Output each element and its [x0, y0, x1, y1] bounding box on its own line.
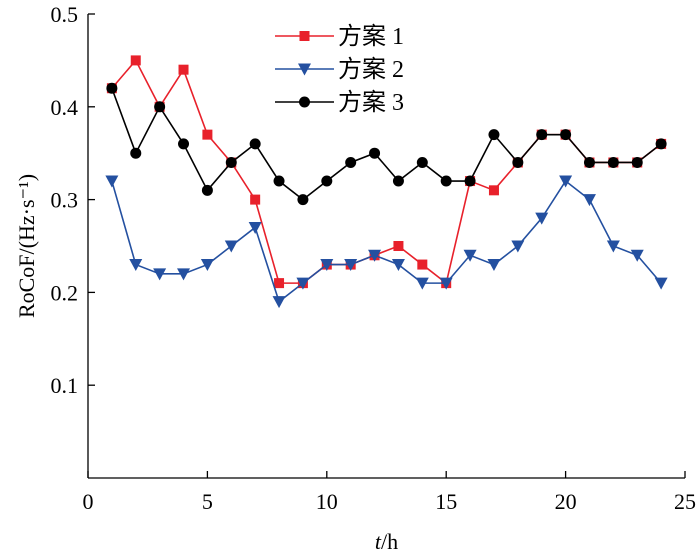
series-3-point	[130, 147, 142, 159]
x-tick-label: 20	[555, 489, 577, 514]
series-3-point	[178, 138, 190, 150]
series-3-point	[464, 175, 476, 187]
legend-item-1: 方案 1	[275, 23, 404, 50]
series-2-point	[129, 259, 143, 272]
x-axis-label-unit: /h	[381, 529, 398, 554]
series-3-point	[225, 156, 237, 168]
series-3-point	[488, 129, 500, 141]
series-2-point	[582, 194, 596, 207]
legend-marker	[299, 96, 310, 108]
series-3-point	[297, 194, 309, 206]
series-2-point	[224, 240, 238, 253]
y-tick-label: 0.2	[51, 280, 79, 305]
series-3-point	[583, 156, 595, 168]
x-axis-label-var: t	[375, 529, 382, 554]
series-3-point	[512, 156, 524, 168]
series-1-point	[250, 194, 261, 205]
x-tick-label: 5	[202, 489, 213, 514]
series-1-point	[488, 185, 499, 196]
legend-marker	[299, 31, 310, 41]
series-2-point	[606, 240, 620, 253]
series-3-point	[655, 138, 667, 150]
series-2-point	[344, 259, 358, 272]
series-2-point	[559, 175, 573, 188]
legend-item-3: 方案 3	[275, 89, 404, 116]
series-3-point	[416, 156, 428, 168]
series-3-point	[440, 175, 452, 187]
x-axis-label: t/h	[375, 529, 398, 554]
series-3-point	[392, 175, 404, 187]
series-3-point	[536, 129, 548, 141]
x-tick-label: 10	[316, 489, 338, 514]
series-3-point	[631, 156, 643, 168]
series-2-point	[463, 249, 477, 262]
series-3-point	[273, 175, 285, 187]
series-1-point	[417, 259, 428, 270]
series-1-point	[178, 64, 189, 75]
series-2-point	[272, 296, 286, 309]
series-2-point	[391, 259, 405, 272]
series-2-point	[439, 277, 453, 290]
series-2-point	[368, 249, 382, 262]
x-tick-label: 0	[83, 489, 94, 514]
y-tick-label: 0.5	[51, 2, 79, 27]
series-2-point	[654, 277, 668, 290]
y-axis-label: RoCoF/(Hz·s⁻¹)	[14, 174, 39, 318]
legend-marker	[298, 63, 311, 76]
series-1-point	[393, 241, 404, 251]
series-3-point	[154, 101, 166, 113]
series-2-point	[296, 277, 310, 290]
series-2-point	[487, 259, 501, 272]
series-3-line	[111, 87, 662, 201]
series-3-point	[560, 129, 572, 141]
x-tick-label: 25	[674, 489, 696, 514]
legend-item-2: 方案 2	[275, 56, 404, 83]
series-2-line	[111, 179, 662, 304]
series-3-point	[345, 156, 357, 168]
legend-label: 方案 1	[338, 23, 404, 50]
series-2-point	[200, 259, 214, 272]
series-1-point	[274, 278, 285, 289]
series-2-point	[535, 212, 549, 225]
series-2-point	[105, 175, 119, 188]
series-1-point	[202, 129, 213, 140]
series-2-point	[320, 259, 334, 272]
series-layer	[105, 55, 668, 309]
series-2-point	[248, 221, 262, 234]
series-3-point	[249, 138, 261, 150]
x-tick-label: 15	[435, 489, 457, 514]
series-3-point	[607, 156, 619, 168]
y-tick-label: 0.1	[51, 373, 79, 398]
series-3-point	[369, 147, 381, 159]
legend: 方案 1 方案 2 方案 3	[275, 23, 404, 116]
series-3	[106, 82, 667, 206]
series-2	[105, 175, 668, 309]
series-2-point	[415, 277, 429, 290]
y-tick-label: 0.3	[51, 188, 79, 213]
series-2-point	[153, 268, 167, 281]
y-tick-label: 0.4	[51, 95, 79, 120]
axes: 0 5 10 15 20 25 0.1 0.2 0.3 0.4 0.5 t/h RoCoF/(Hz·s⁻…	[14, 2, 696, 554]
legend-label: 方案 2	[338, 56, 404, 83]
series-2-point	[511, 240, 525, 253]
series-2-point	[177, 268, 191, 281]
series-2-point	[630, 249, 644, 262]
series-3-point	[321, 175, 333, 187]
series-3-point	[106, 82, 118, 94]
legend-label: 方案 3	[338, 89, 404, 116]
series-3-point	[201, 184, 213, 196]
series-1-point	[130, 55, 141, 66]
